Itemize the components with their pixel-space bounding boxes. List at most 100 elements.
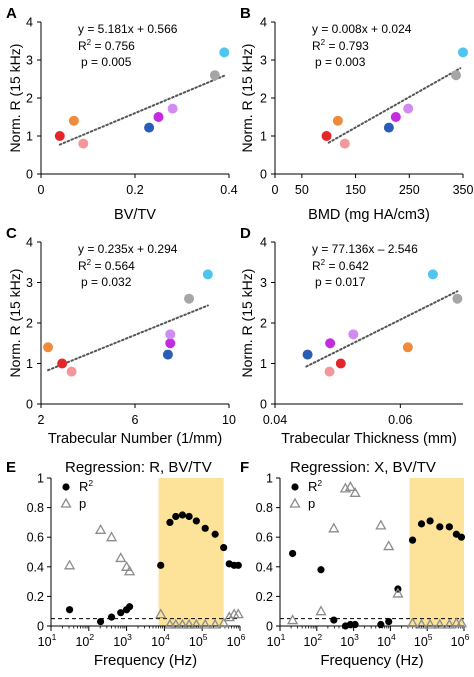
r2-point [445, 523, 453, 531]
data-point [66, 366, 77, 377]
r2-point [166, 518, 174, 527]
y-tick-label: 1 [26, 130, 33, 144]
r2-point [211, 530, 219, 538]
p-value-point [190, 618, 202, 629]
p-value-point [349, 486, 361, 497]
x-axis-label: Trabecular Thickness (mm) [281, 431, 457, 447]
r2-point [185, 512, 193, 521]
y-tick-label: 4 [26, 16, 33, 30]
r-squared-value: R2 = 0.642 [312, 258, 369, 273]
data-point [451, 70, 462, 81]
data-point [452, 293, 463, 304]
data-point [324, 366, 335, 377]
y-tick-label: 0 [266, 620, 273, 634]
legend-r2-marker [62, 483, 70, 491]
p-value-point [344, 481, 357, 492]
y-axis-label: Norm. R (15 kHz) [7, 44, 23, 153]
data-point [335, 358, 346, 369]
y-tick-label: 1 [260, 130, 267, 144]
data-point [153, 112, 164, 122]
y-tick-label: 0 [37, 620, 44, 634]
x-tick-label: 103 [113, 632, 132, 649]
p-value-point [209, 618, 221, 629]
p-value-point [455, 617, 468, 628]
y-tick-label: 3 [260, 54, 267, 68]
x-axis-label: Frequency (Hz) [94, 652, 197, 669]
data-point [302, 349, 313, 360]
p-value-point [443, 618, 455, 629]
r2-point [107, 613, 116, 621]
y-tick-label: 0 [260, 398, 267, 412]
data-point [458, 47, 468, 58]
data-point [390, 112, 401, 122]
trend-line [305, 290, 459, 368]
regression-equation: y = 77.136x – 2.546 [312, 242, 418, 256]
r2-point [436, 523, 444, 531]
panel-c: C 0 1 2 3 4 2 6 10 Norm. R (15 kHz) Trabecular Num… [6, 225, 236, 447]
x-tick-label: 350 [453, 183, 474, 197]
r2-point [65, 606, 74, 614]
p-value: p = 0.032 [81, 275, 132, 289]
data-point [165, 338, 176, 349]
y-tick-label: 3 [260, 276, 267, 290]
x-tick-label: 102 [75, 632, 94, 649]
data-point [184, 293, 195, 304]
p-value-point [120, 560, 133, 571]
x-tick-label: 103 [340, 632, 359, 649]
y-tick-label: 4 [260, 236, 267, 250]
panel-d: D 0 1 2 3 4 0.04 0.06 Norm. R (15 kHz) Trabecular… [239, 225, 463, 447]
data-point [325, 338, 336, 349]
y-tick-label: 0.4 [256, 560, 273, 574]
p-value-point [424, 618, 436, 629]
r2-point [157, 561, 165, 569]
x-axis-label: BV/TV [114, 207, 156, 223]
panel-letter: C [6, 225, 17, 242]
p-value-point [176, 618, 189, 629]
data-point [167, 103, 178, 114]
r2-point [385, 617, 393, 626]
data-point [78, 138, 89, 149]
panel-title: Regression: X, BV/TV [290, 459, 436, 476]
data-point [348, 329, 359, 340]
y-tick-label: 0 [26, 168, 33, 182]
regression-equation: y = 0.008x + 0.024 [312, 22, 412, 36]
p-value-point [155, 608, 167, 619]
y-tick-label: 2 [260, 317, 267, 331]
r2-point [201, 524, 209, 532]
x-axis-label: Frequency (Hz) [320, 652, 423, 669]
x-tick-label: 0.2 [126, 183, 143, 197]
data-point [219, 47, 230, 58]
x-tick-label: 0 [272, 183, 279, 197]
y-tick-label: 3 [26, 54, 33, 68]
data-point [144, 122, 155, 133]
data-point [68, 115, 79, 126]
r2-point [289, 549, 297, 558]
panel-letter: E [6, 459, 16, 476]
data-point [339, 138, 350, 149]
legend-r2-label: R2 [308, 478, 322, 494]
y-tick-label: 0.8 [256, 501, 273, 515]
y-tick-label: 0.4 [27, 560, 44, 574]
x-tick-label: 106 [227, 632, 246, 649]
y-axis-label: Norm. R (15 kHz) [7, 269, 23, 378]
x-tick-label: 250 [399, 183, 420, 197]
legend-p-marker [289, 497, 301, 508]
p-value-point [392, 587, 404, 598]
data-point [427, 269, 438, 280]
r2-point [351, 620, 359, 629]
p-value-point [406, 617, 419, 628]
legend-p-label: p [79, 496, 86, 511]
data-point [54, 131, 65, 141]
data-point [209, 70, 220, 81]
x-tick-label: 101 [267, 632, 286, 649]
p-value: p = 0.005 [81, 55, 132, 69]
r2-point [408, 536, 417, 544]
panel-letter: F [240, 459, 249, 476]
r2-point [377, 620, 385, 629]
r2-point [234, 561, 242, 569]
r2-point [220, 543, 228, 552]
y-axis-label: Norm. R (15 kHz) [239, 269, 255, 378]
r2-point [125, 603, 134, 611]
r2-point [117, 609, 125, 617]
